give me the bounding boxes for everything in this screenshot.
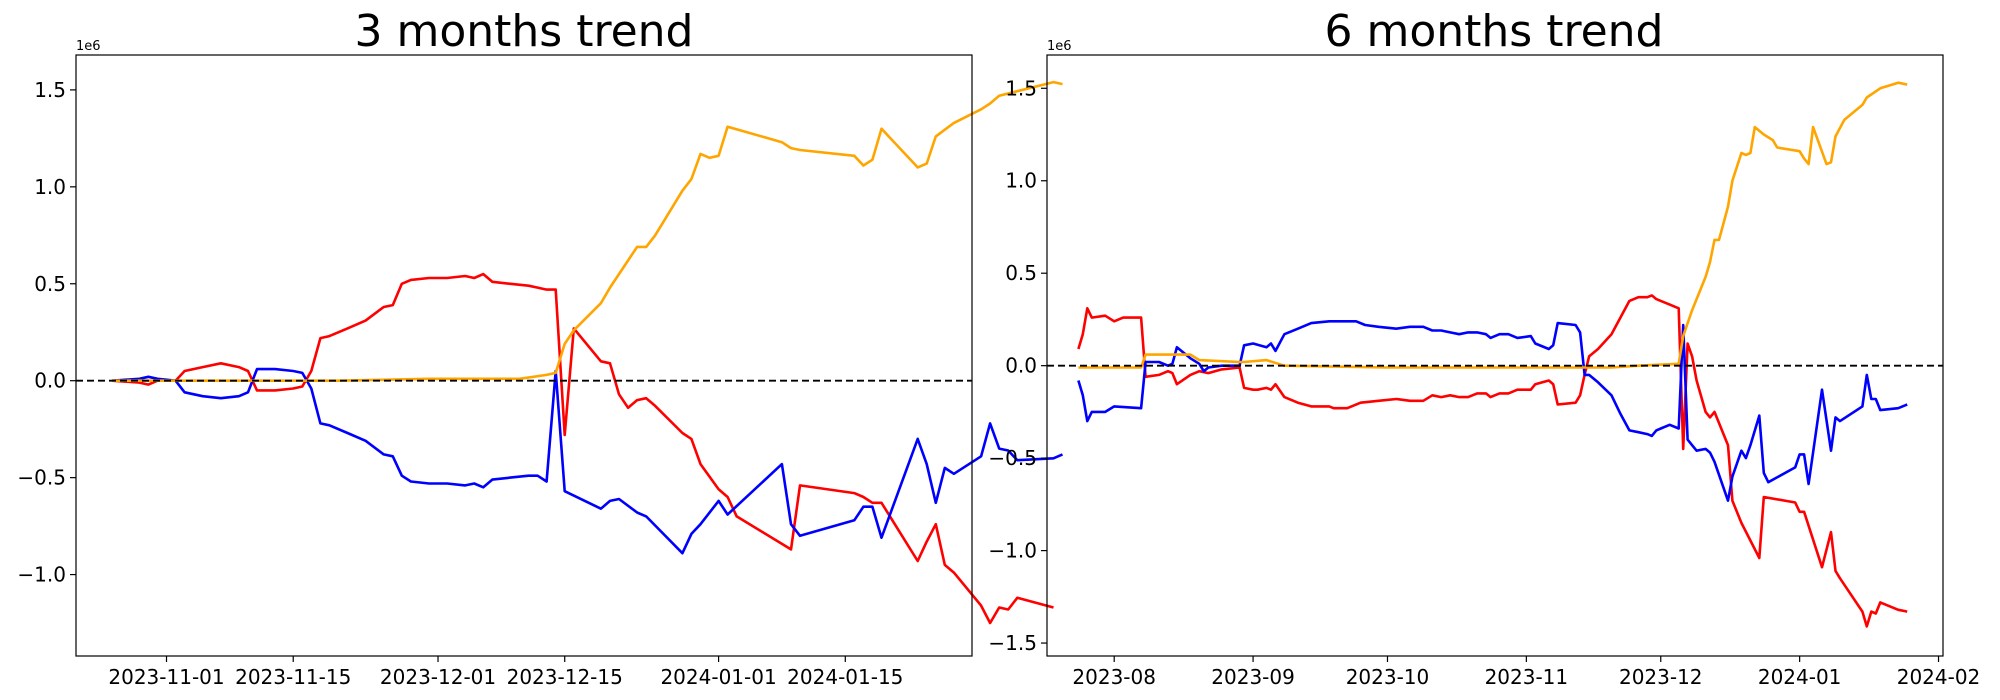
x-tick-label: 2023-09 (1211, 665, 1295, 689)
y-tick-label: −1.0 (988, 539, 1037, 563)
y-tick-label: −1.0 (17, 563, 66, 587)
axes-frame (1046, 54, 1944, 657)
y-tick-label: 0.5 (1005, 261, 1037, 285)
x-tick-label: 2023-12-15 (507, 665, 623, 689)
series-line-1 (1077, 320, 1908, 502)
plot-area: −1.5 −1.0 −0.5 0.0 0.5 1.0 1.5 2023-08 2023-09 20… (988, 54, 1981, 689)
series-line-2 (112, 80, 1063, 382)
x-tick-label: 2023-11 (1485, 665, 1569, 689)
y-offset-label: 1e6 (76, 39, 101, 54)
chart-title: 3 months trend (355, 6, 694, 57)
series-line-0 (1077, 294, 1908, 628)
y-tick-label: 1.0 (1005, 169, 1037, 193)
axes-frame (75, 54, 973, 657)
series-line-2 (1078, 81, 1908, 369)
chart-title: 6 months trend (1325, 6, 1664, 57)
x-tick-label: 2023-12-01 (380, 665, 496, 689)
y-tick-label: 1.5 (1005, 76, 1037, 100)
x-tick-label: 2023-11-15 (235, 665, 351, 689)
x-tick-label: 2023-12 (1619, 665, 1703, 689)
y-tick-label: −0.5 (17, 466, 66, 490)
x-tick-label: 2024-01-01 (660, 665, 776, 689)
y-tick-label: −1.5 (988, 631, 1037, 655)
chart-3-months-trend: 3 months trend 1e6 −1.0 −0.5 0.0 0.5 1.0 1.5 2… (17, 6, 1064, 689)
x-tick-label: 2023-08 (1072, 665, 1156, 689)
y-tick-label: 1.5 (34, 78, 66, 102)
plot-area: −1.0 −0.5 0.0 0.5 1.0 1.5 2023-11-01 2023-11-15… (17, 54, 1064, 689)
y-tick-label: 0.0 (1005, 354, 1037, 378)
y-tick-label: 0.5 (34, 272, 66, 296)
series-line-0 (112, 272, 1054, 625)
x-tick-label: 2023-10 (1346, 665, 1430, 689)
y-tick-label: 1.0 (34, 175, 66, 199)
y-tick-label: −0.5 (988, 446, 1037, 470)
y-offset-label: 1e6 (1047, 39, 1072, 54)
y-tick-label: 0.0 (34, 369, 66, 393)
x-tick-label: 2024-01-15 (787, 665, 903, 689)
x-tick-label: 2024-02 (1897, 665, 1981, 689)
series-line-1 (112, 367, 1064, 555)
x-tick-label: 2023-11-01 (108, 665, 224, 689)
x-tick-label: 2024-01 (1758, 665, 1842, 689)
chart-6-months-trend: 6 months trend 1e6 −1.5 −1.0 −0.5 0.0 0.5 1.0… (988, 6, 1980, 689)
